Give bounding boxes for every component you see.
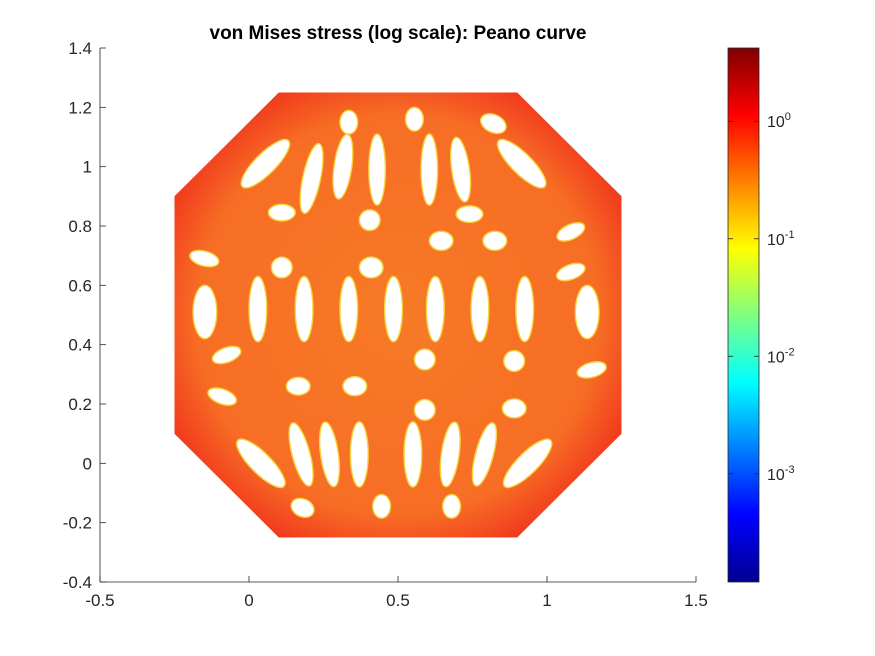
hole-30: [413, 348, 436, 371]
axes: -0.5 0 0.5 1 1.5 -0.4 -0.2 0 0.2 0.4 0.6 0.8 1 1.2 1.4: [63, 39, 708, 610]
hole-23: [339, 275, 359, 343]
hole-31: [503, 349, 526, 373]
y-tick-label: 1.4: [68, 39, 92, 58]
hole-13: [428, 230, 454, 252]
hole-44: [471, 422, 498, 487]
y-tick-label: 1.2: [68, 98, 92, 117]
hole-26: [470, 275, 490, 343]
plot-area: [174, 92, 622, 538]
hole-36: [413, 398, 436, 421]
colorbar-tick-label: 10-2: [767, 346, 795, 366]
x-tick-label: 1: [542, 591, 551, 610]
hole-24: [383, 275, 404, 343]
hole-7: [449, 136, 472, 203]
hole-32: [576, 361, 607, 379]
hole-2: [479, 113, 507, 135]
colorbar-tick-label: 100: [767, 111, 791, 131]
hole-19: [555, 262, 586, 282]
hole-5: [368, 133, 387, 206]
y-tick-label: 0.4: [68, 336, 92, 355]
x-tick-label: 0: [244, 591, 253, 610]
colorbar-ticks: 10-3 10-2 10-1 100: [728, 111, 795, 484]
hole-17: [270, 256, 293, 279]
hole-18: [358, 256, 384, 279]
x-tick-label: -0.5: [85, 591, 114, 610]
hole-37: [501, 398, 527, 419]
chart-title: von Mises stress (log scale): Peano curv…: [210, 23, 587, 44]
hole-22: [294, 275, 314, 343]
hole-8: [240, 138, 291, 189]
y-tick-label: 1: [83, 158, 92, 177]
hole-20: [192, 284, 218, 340]
hole-15: [556, 222, 586, 242]
y-tick-label: 0: [83, 454, 92, 473]
hole-35: [207, 387, 238, 406]
colorbar-gradient: [727, 47, 760, 583]
hole-21: [248, 275, 268, 343]
x-tick-label: 0.5: [386, 591, 410, 610]
hole-46: [290, 497, 315, 519]
hole-39: [288, 422, 314, 487]
x-tick-label: 1.5: [684, 591, 708, 610]
hole-33: [285, 376, 311, 396]
hole-11: [455, 205, 484, 224]
hole-41: [349, 421, 369, 488]
hole-6: [420, 133, 439, 206]
hole-16: [189, 249, 220, 268]
colorbar-tick-label: 10-3: [767, 464, 795, 484]
hole-10: [267, 203, 296, 222]
hole-48: [442, 493, 462, 519]
hole-29: [211, 345, 242, 365]
colorbar-tick-label: 10-1: [767, 229, 795, 249]
y-tick-label: 0.2: [68, 395, 92, 414]
hole-9: [496, 138, 547, 189]
hole-27: [515, 275, 535, 343]
hole-34: [342, 376, 368, 397]
holes-layer: [189, 106, 607, 519]
hole-3: [299, 142, 324, 215]
hole-40: [318, 421, 341, 488]
y-tick-label: -0.4: [63, 573, 92, 592]
hole-47: [372, 493, 392, 519]
hole-45: [502, 438, 553, 489]
hole-25: [425, 275, 445, 343]
hole-0: [339, 109, 359, 135]
y-tick-label: 0.8: [68, 217, 92, 236]
hole-1: [404, 106, 424, 132]
hole-42: [403, 421, 423, 488]
hole-12: [358, 209, 381, 232]
hole-43: [439, 421, 461, 488]
hole-28: [574, 284, 600, 340]
colorbar: 10-3 10-2 10-1 100: [727, 47, 795, 583]
hole-14: [482, 230, 508, 252]
y-tick-label: -0.2: [63, 514, 92, 533]
hole-38: [236, 438, 286, 489]
y-tick-label: 0.6: [68, 276, 92, 295]
hole-4: [332, 133, 354, 200]
